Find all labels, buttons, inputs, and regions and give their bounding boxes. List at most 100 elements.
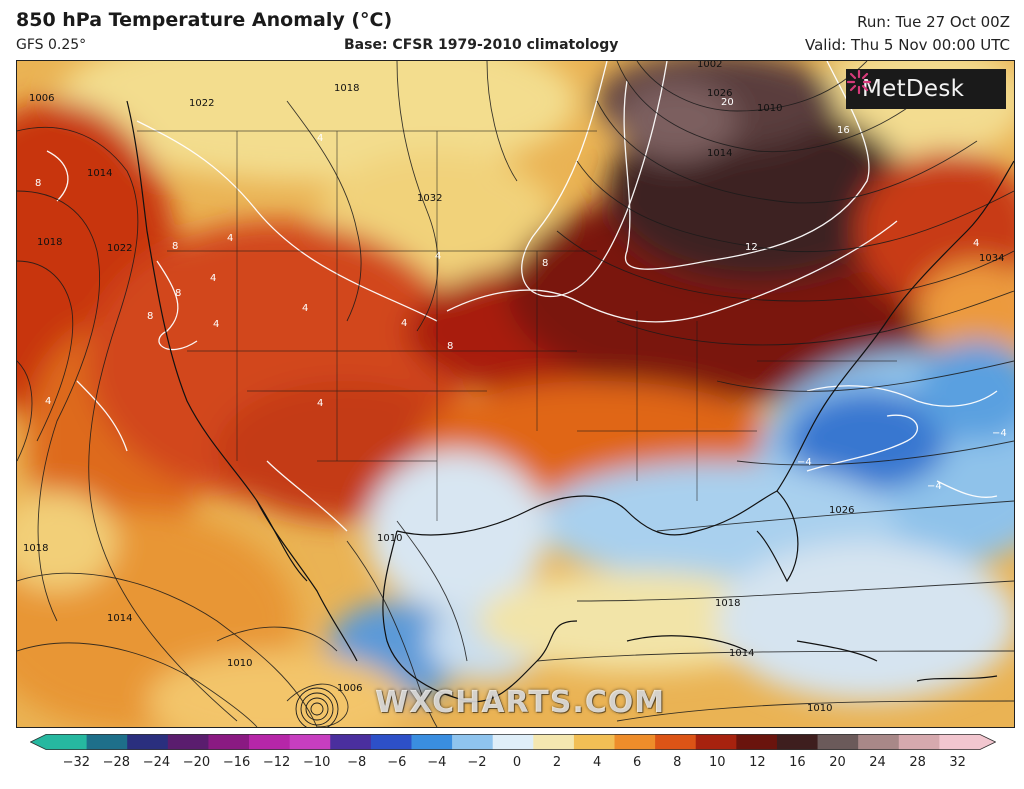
run-time-label: Run: Tue 27 Oct 00Z: [857, 13, 1010, 31]
isobar-label: 1014: [87, 168, 112, 179]
anomaly-label: 4: [973, 238, 979, 249]
chart-title: 850 hPa Temperature Anomaly (°C): [16, 9, 393, 31]
isobars: [17, 61, 1014, 727]
colorbar-segment: [695, 734, 737, 750]
isobar-label: 1018: [334, 83, 359, 94]
colorbar-tick-label: −32: [62, 755, 91, 770]
colorbar-tick-label: −4: [427, 755, 447, 770]
isobar-label: 1010: [807, 703, 832, 714]
isobar-label: 1018: [715, 598, 740, 609]
colorbar-segment: [858, 734, 900, 750]
metdesk-logo-text: MetDesk: [862, 76, 965, 102]
colorbar-segment: [208, 734, 250, 750]
colorbar-tick-label: 32: [949, 755, 966, 770]
anomaly-labels: 8 8 8 8 4 4 4 4 4 4 8 8 20 16 12 4 4 4 4…: [35, 97, 1007, 492]
anomaly-label: 4: [401, 318, 407, 329]
map-canvas: 1006 1014 1018 1022 1018 1022 1032 1002 …: [17, 61, 1014, 727]
colorbar-tick-label: 20: [829, 755, 846, 770]
isobar-label: 1002: [697, 61, 722, 70]
anomaly-label: 8: [542, 258, 548, 269]
colorbar: [30, 734, 996, 750]
anomaly-label: 4: [210, 273, 216, 284]
anomaly-label: 12: [745, 242, 758, 253]
anomaly-contours: [46, 61, 998, 532]
colorbar-segment: [776, 734, 819, 750]
colorbar-segment: [86, 734, 128, 750]
isobar-label: 1022: [189, 98, 214, 109]
colorbar-segment: [249, 734, 291, 750]
colorbar-segment: [939, 734, 981, 750]
colorbar-tick-label: 2: [552, 755, 562, 770]
colorbar-tick-label: −8: [347, 755, 367, 770]
wxcharts-watermark: WXCHARTS.COM: [375, 685, 666, 720]
colorbar-segment: [736, 734, 778, 750]
anomaly-label: 4: [227, 233, 233, 244]
colorbar-segment: [330, 734, 372, 750]
colorbar-segment: [452, 734, 494, 750]
colorbar-outline: [30, 734, 996, 750]
colorbar-tick-label: −20: [182, 755, 211, 770]
anomaly-label: 8: [175, 288, 181, 299]
colorbar-low-extension: [30, 734, 46, 750]
climatology-base-label: Base: CFSR 1979-2010 climatology: [344, 37, 619, 53]
colorbar-tick-label: 24: [869, 755, 886, 770]
isobar-label: 1026: [829, 505, 854, 516]
anomaly-label: 8: [172, 241, 178, 252]
isobar-label: 1032: [417, 193, 442, 204]
colorbar-tick-label: −12: [262, 755, 291, 770]
isobar-label: 1022: [107, 243, 132, 254]
model-label: GFS 0.25°: [16, 37, 87, 53]
colorbar-tick-label: −24: [142, 755, 171, 770]
low-pressure-center: [295, 687, 339, 727]
valid-time-label: Valid: Thu 5 Nov 00:00 UTC: [805, 36, 1010, 54]
colorbar-tick-label: 8: [673, 755, 682, 770]
anomaly-label: 20: [721, 97, 734, 108]
colorbar-segment: [411, 734, 453, 750]
anomaly-label: −4: [992, 428, 1007, 439]
colorbar-tick-label: 12: [749, 755, 766, 770]
isobar-label: 1018: [23, 543, 48, 554]
colorbar-segment: [127, 734, 169, 750]
isobar-label: 1014: [729, 648, 754, 659]
isobar-label: 1006: [29, 93, 54, 104]
isobar-label: 1010: [757, 103, 782, 114]
colorbar-segment: [370, 734, 412, 750]
colorbar-tick-label: 0: [512, 755, 522, 770]
isobar-label: 1034: [979, 253, 1004, 264]
colorbar-ticks: −32 −28 −24 −20 −16 −12 −10 −8 −6 −4 −2 0 2 4 6 8 10 12 16…: [0, 752, 1024, 782]
colorbar-segment: [614, 734, 656, 750]
colorbar-segment: [655, 734, 697, 750]
isobar-label: 1006: [337, 683, 362, 694]
colorbar-segment: [533, 734, 575, 750]
anomaly-label: 4: [435, 251, 441, 262]
coastlines: [126, 100, 1014, 703]
anomaly-label: 4: [213, 319, 219, 330]
colorbar-tick-label: −10: [302, 755, 331, 770]
anomaly-label: −4: [927, 481, 942, 492]
colorbar-tick-label: −2: [467, 755, 487, 770]
isobar-label: 1026: [707, 88, 732, 99]
colorbar-tick-label: 16: [789, 755, 806, 770]
colorbar-segment: [492, 734, 534, 750]
colorbar-segment: [46, 734, 88, 750]
isobar-labels: 1006 1014 1018 1022 1018 1022 1032 1002 …: [23, 61, 1004, 714]
colorbar-tick-label: 6: [633, 755, 642, 770]
anomaly-label: 16: [837, 125, 850, 136]
colorbar-segment: [898, 734, 940, 750]
colorbar-tick-label: −6: [387, 755, 407, 770]
isobar-label: 1010: [227, 658, 252, 669]
colorbar-tick-label: 4: [592, 755, 602, 770]
colorbar-tick-label: −16: [222, 755, 251, 770]
anomaly-label: 4: [317, 133, 323, 144]
political-borders: [137, 130, 897, 521]
colorbar-segment: [167, 734, 209, 750]
isobar-label: 1014: [707, 148, 732, 159]
isobar-label: 1018: [37, 237, 62, 248]
anomaly-label: 8: [35, 178, 41, 189]
anomaly-label: −4: [797, 457, 812, 468]
anomaly-label: 4: [302, 303, 308, 314]
anomaly-label: 8: [147, 311, 153, 322]
colorbar-tick-label: 10: [709, 755, 726, 770]
colorbar-tick-label: −28: [102, 755, 131, 770]
anomaly-label: 8: [447, 341, 453, 352]
